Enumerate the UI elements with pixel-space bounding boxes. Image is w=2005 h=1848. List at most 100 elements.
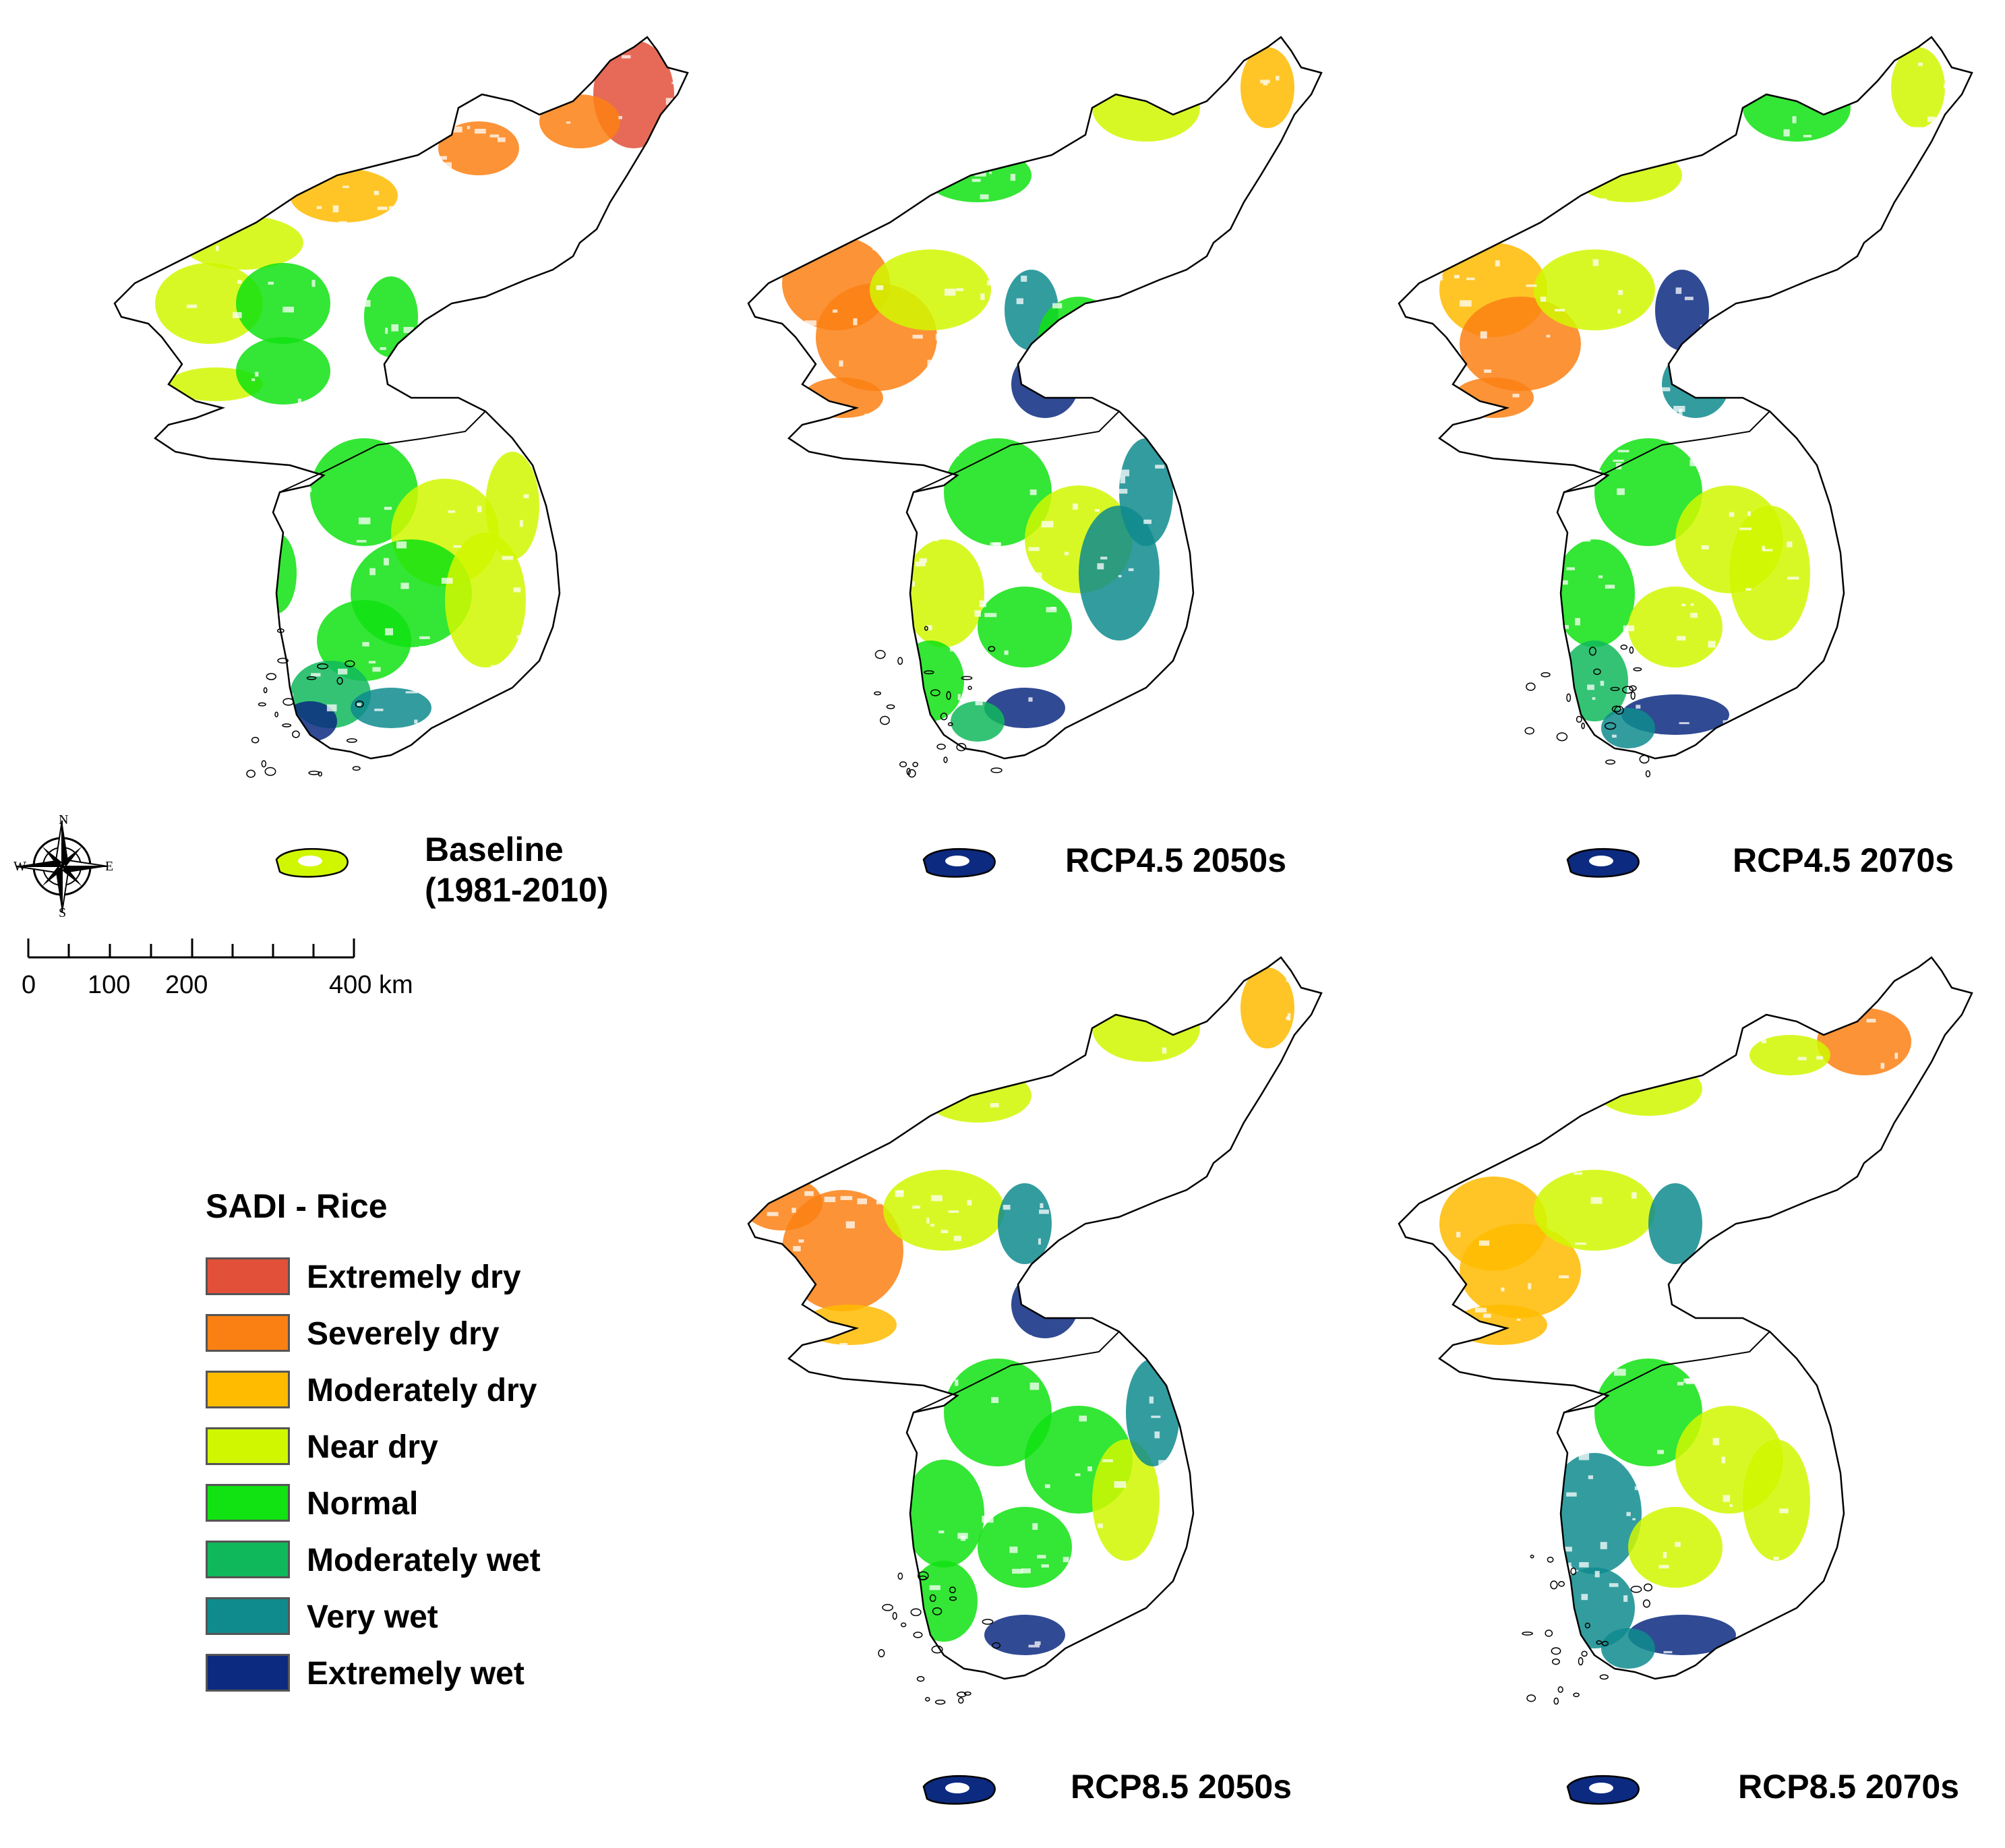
- raster-gap: [956, 288, 964, 291]
- raster-gap: [1168, 1594, 1172, 1599]
- island: [251, 736, 260, 744]
- raster-gap: [1562, 1044, 1567, 1048]
- raster-gap: [1052, 303, 1063, 309]
- raster-gap: [611, 327, 618, 334]
- raster-gap: [588, 750, 599, 754]
- raster-gap: [1063, 1557, 1069, 1563]
- raster-gap: [986, 280, 992, 286]
- raster-gap: [484, 185, 497, 191]
- raster-gap: [1106, 681, 1116, 688]
- island: [906, 767, 911, 775]
- island: [1566, 693, 1572, 703]
- raster-gap: [1079, 1415, 1087, 1422]
- island: [1581, 722, 1585, 729]
- island: [1551, 1658, 1560, 1665]
- island: [1550, 1580, 1558, 1590]
- raster-gap: [241, 398, 254, 400]
- raster-gap: [553, 512, 561, 517]
- raster-gap: [1118, 469, 1130, 477]
- raster-gap: [177, 647, 187, 653]
- raster-gap: [152, 674, 156, 676]
- raster-gap: [1264, 1637, 1271, 1642]
- raster-gap: [122, 134, 131, 141]
- raster-gap: [1888, 256, 1894, 260]
- raster-gap: [1116, 278, 1125, 281]
- drought-zone: [897, 640, 964, 721]
- raster-gap: [1306, 301, 1317, 307]
- island: [982, 1619, 994, 1625]
- raster-gap: [976, 111, 984, 115]
- raster-gap: [820, 1532, 829, 1539]
- raster-gap: [1911, 1566, 1921, 1572]
- raster-gap: [251, 378, 256, 382]
- raster-gap: [180, 608, 192, 612]
- raster-gap: [1801, 942, 1810, 949]
- island: [318, 771, 322, 777]
- raster-gap: [1241, 1479, 1250, 1483]
- raster-gap: [115, 448, 121, 454]
- raster-gap: [1009, 974, 1018, 981]
- raster-gap: [1791, 1399, 1797, 1402]
- raster-gap: [773, 1608, 781, 1611]
- raster-gap: [980, 293, 985, 300]
- raster-gap: [859, 1099, 871, 1105]
- raster-gap: [802, 535, 809, 539]
- raster-gap: [1004, 650, 1009, 655]
- raster-gap: [1182, 665, 1189, 668]
- raster-gap: [1787, 541, 1793, 547]
- raster-gap: [1273, 1547, 1278, 1553]
- raster-gap: [1098, 1523, 1103, 1528]
- raster-gap: [1288, 405, 1294, 409]
- raster-gap: [207, 591, 217, 597]
- drought-zone: [182, 216, 303, 270]
- raster-gap: [1690, 1323, 1698, 1331]
- raster-gap: [1878, 716, 1888, 719]
- raster-gap: [1408, 267, 1415, 274]
- raster-gap: [1316, 339, 1320, 345]
- raster-gap: [839, 1343, 848, 1350]
- raster-gap: [1690, 603, 1694, 606]
- raster-gap: [1069, 456, 1079, 458]
- drought-zone: [1628, 1507, 1723, 1588]
- raster-gap: [1736, 652, 1742, 659]
- raster-gap: [1886, 1398, 1896, 1405]
- raster-gap: [1677, 1381, 1684, 1385]
- raster-gap: [1486, 465, 1489, 469]
- raster-gap: [1722, 748, 1733, 752]
- jeju-island-rcp45-2070: [1566, 847, 1640, 878]
- raster-gap: [1815, 26, 1820, 31]
- raster-gap: [1082, 183, 1093, 189]
- raster-gap: [1449, 70, 1454, 75]
- legend-title: SADI - Rice: [206, 1187, 388, 1225]
- raster-gap: [1789, 1191, 1801, 1194]
- raster-gap: [949, 1152, 956, 1157]
- drought-zone: [1561, 640, 1628, 721]
- island: [246, 769, 256, 778]
- raster-gap: [1679, 1490, 1683, 1494]
- compass-south-label: S: [59, 905, 67, 920]
- raster-gap: [193, 451, 201, 456]
- raster-gap: [961, 332, 964, 338]
- raster-gap: [1211, 1339, 1217, 1344]
- raster-gap: [1729, 512, 1735, 517]
- raster-gap: [1245, 1268, 1255, 1271]
- raster-gap: [1491, 637, 1497, 642]
- raster-gap: [1216, 552, 1225, 558]
- raster-gap: [1785, 1342, 1795, 1348]
- drought-zone: [883, 1170, 1005, 1251]
- raster-gap: [373, 737, 385, 742]
- raster-gap: [1087, 208, 1096, 212]
- raster-gap: [1532, 1541, 1543, 1545]
- raster-gap: [119, 272, 123, 278]
- raster-gap: [498, 239, 509, 244]
- raster-gap: [1808, 1472, 1816, 1476]
- raster-gap: [247, 723, 253, 730]
- raster-gap: [1222, 439, 1226, 442]
- raster-gap: [897, 1190, 904, 1193]
- legend-swatch: [206, 1314, 290, 1352]
- raster-gap: [523, 494, 529, 498]
- raster-gap: [152, 101, 157, 104]
- raster-gap: [1779, 1508, 1789, 1514]
- raster-gap: [1050, 607, 1056, 609]
- raster-gap: [1604, 1334, 1611, 1339]
